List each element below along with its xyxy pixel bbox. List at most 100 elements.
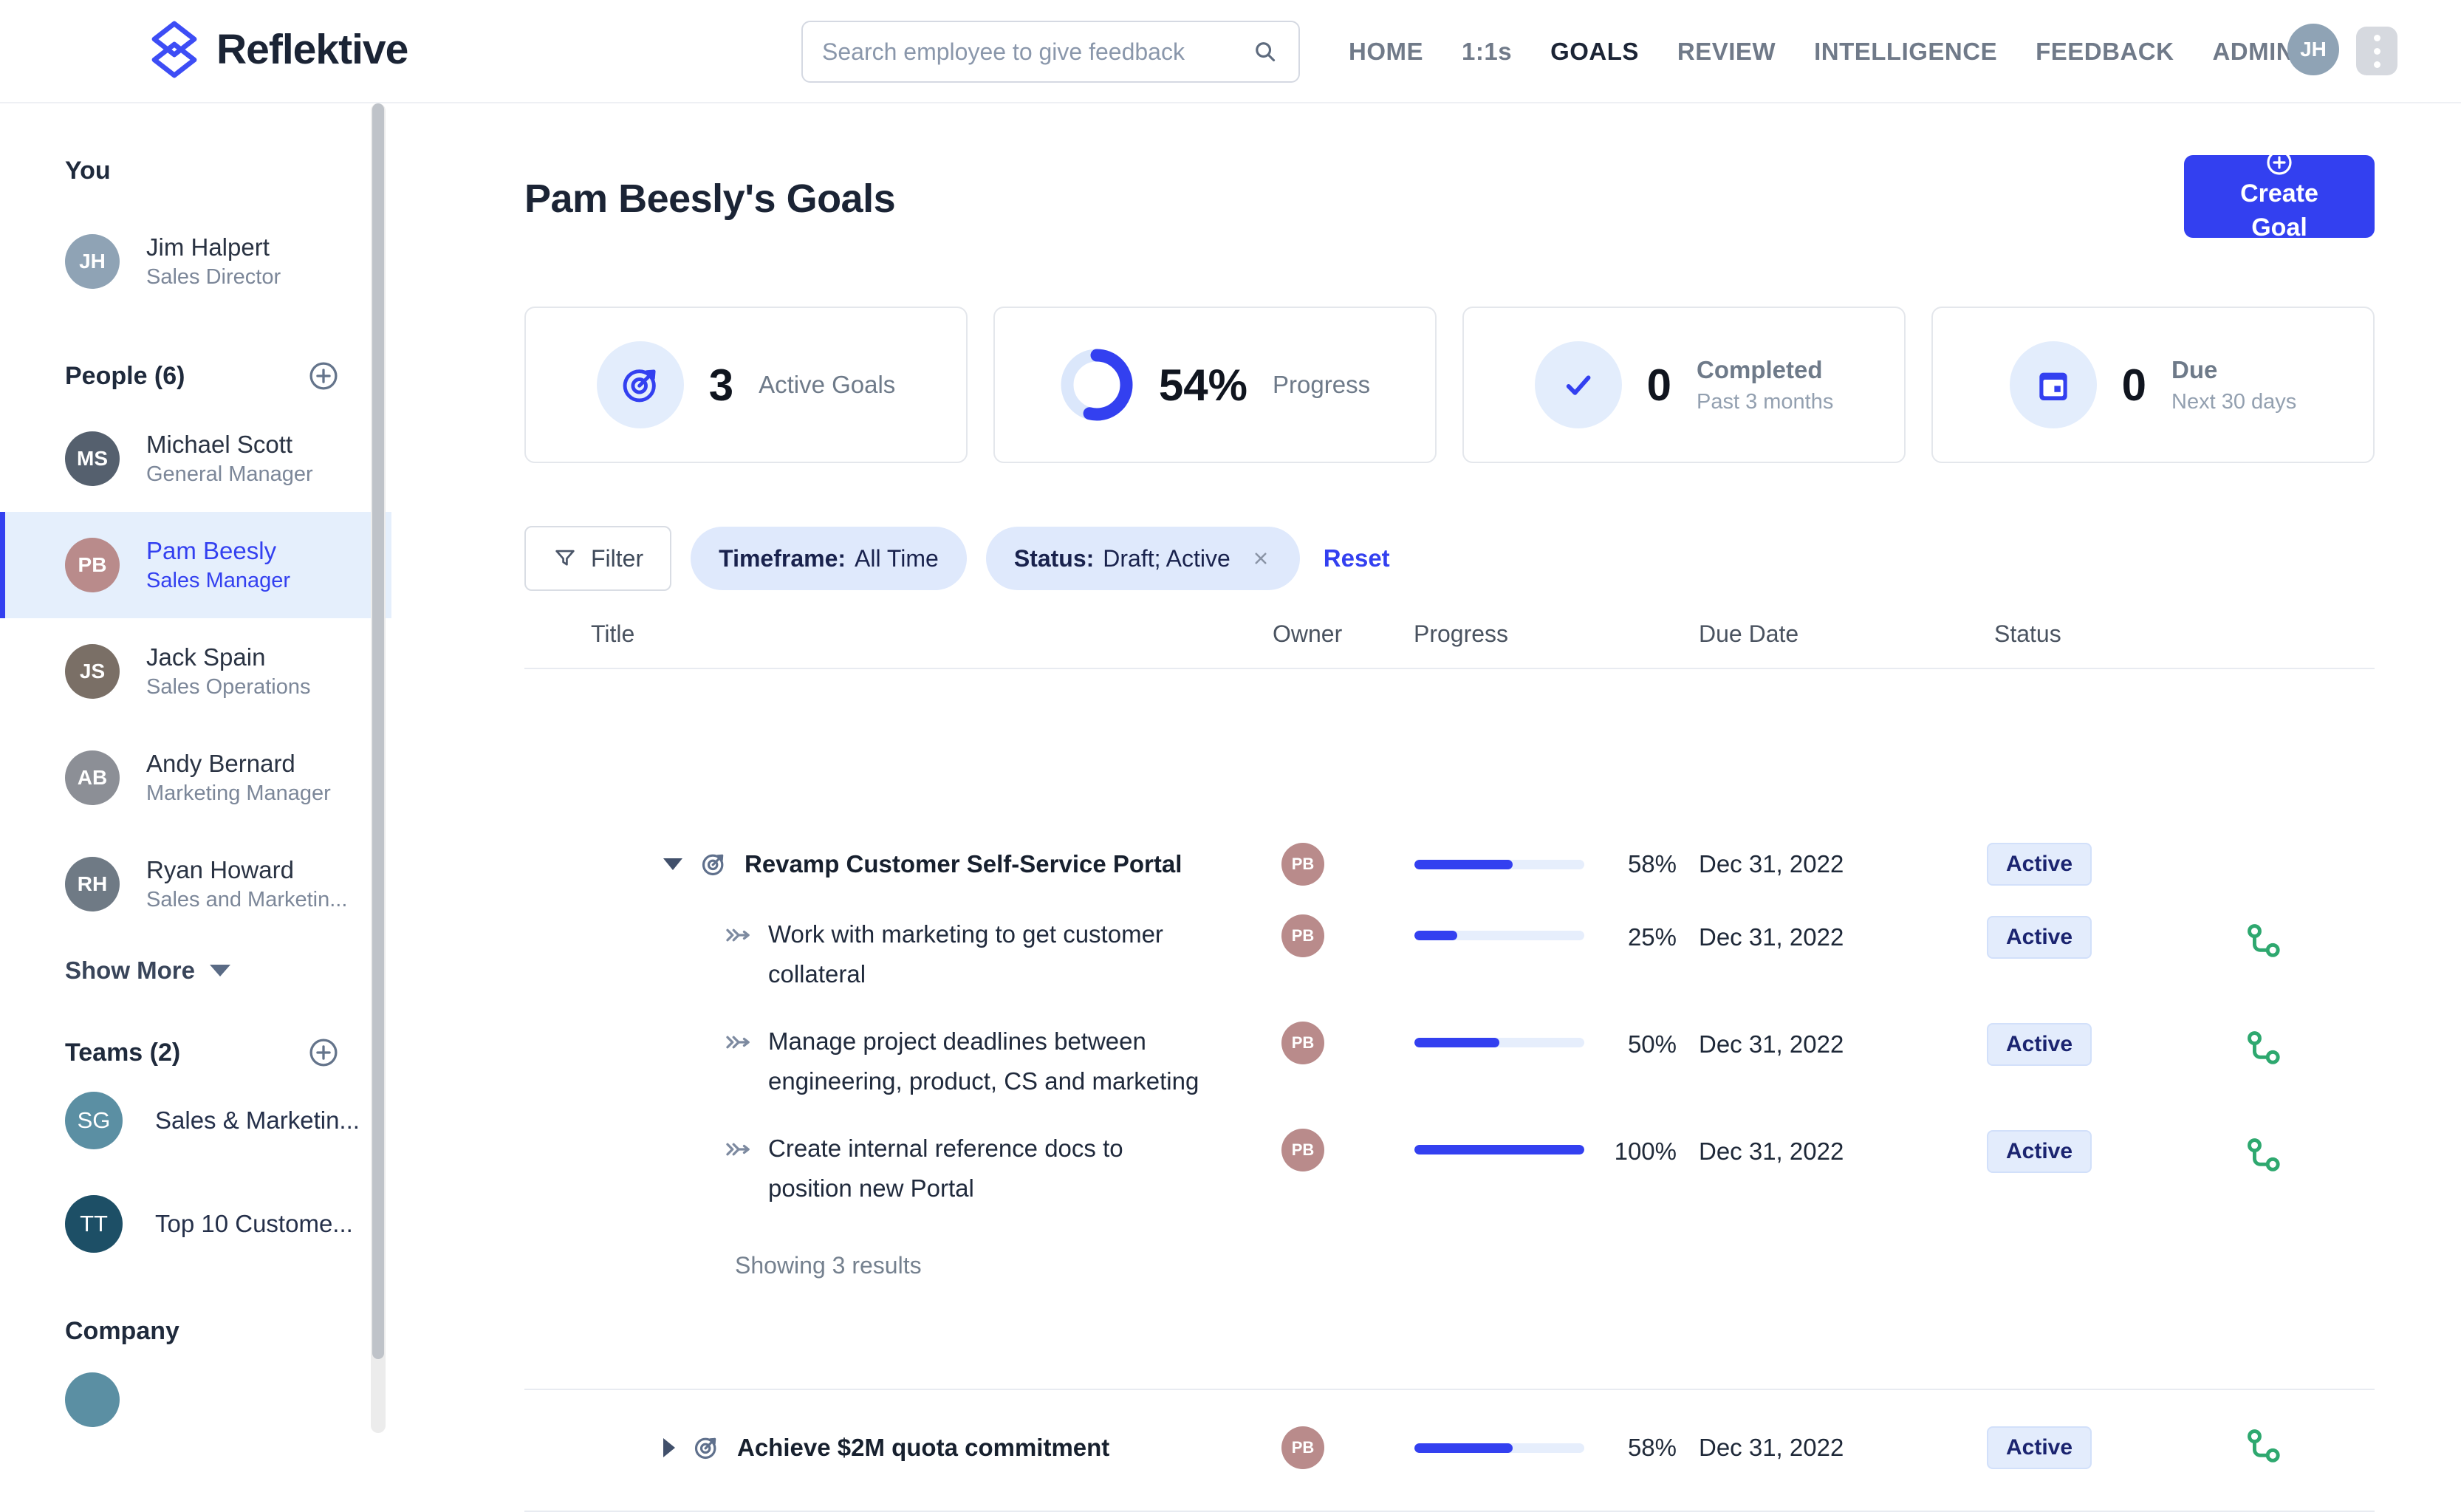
scrollbar-thumb[interactable] [372,103,384,1359]
subgoal-title[interactable]: Work with marketing to get customer coll… [768,920,1163,988]
top-bar: Reflektive HOME 1:1s GOALS REVIEW INTELL… [0,0,2461,103]
subgoal-title[interactable]: Create internal reference docs to positi… [768,1135,1123,1202]
stat-label: Active Goals [759,371,896,398]
plus-icon [2267,150,2292,175]
subgoal-row[interactable]: Manage project deadlines between enginee… [524,1022,2375,1101]
nav-goals[interactable]: GOALS [1550,38,1639,65]
people-list: MS Michael Scott General Manager PB Pam … [0,406,391,937]
person-name: Pam Beesly [146,536,277,564]
page-title: Pam Beesly's Goals [524,177,896,221]
user-avatar[interactable]: JH [2287,24,2339,75]
status-label: Status: [1013,544,1095,572]
chevron-down-icon [210,965,231,976]
sidebar-scrollbar[interactable] [371,103,386,1433]
avatar: JS [65,644,120,699]
stat-card-due: 0 Due Next 30 days [1931,307,2375,463]
progress-value: 58% [1627,850,1677,878]
progress-bar [1414,931,1584,940]
results-count: Showing 3 results [735,1252,922,1279]
person-role: Sales Manager [146,568,291,592]
team-name: Top 10 Custome... [155,1210,353,1237]
alignment-link-icon[interactable] [2244,1136,2285,1177]
stat-value: 0 [2121,360,2147,410]
status-badge: Active [1987,1130,2092,1173]
avatar: AB [65,750,120,805]
remove-status-filter-button[interactable] [1250,547,1272,569]
owner-avatar[interactable]: PB [1281,1129,1324,1171]
column-owner: Owner [1273,620,1343,647]
stat-card-active-goals: 3 Active Goals [524,307,968,463]
show-more-button[interactable]: Show More [0,957,391,985]
nav-feedback[interactable]: FEEDBACK [2036,38,2174,65]
teams-heading: Teams (2) [0,1036,391,1069]
search-box[interactable] [801,21,1300,83]
nav-home[interactable]: HOME [1349,38,1423,65]
subgoal-row[interactable]: Work with marketing to get customer coll… [524,914,2375,994]
create-goal-button[interactable]: Create Goal [2184,150,2375,242]
avatar: MS [65,431,120,486]
filter-button[interactable]: Filter [524,526,672,591]
reset-filters-link[interactable]: Reset [1323,544,1390,572]
goal-row[interactable]: Revamp Customer Self-Service Portal PB 5… [524,824,2375,905]
due-date: Dec 31, 2022 [1699,1138,1844,1165]
search-input[interactable] [822,38,1251,66]
sidebar-team-top10-customers[interactable]: TT Top 10 Custome... [0,1172,391,1276]
nav-review[interactable]: REVIEW [1677,38,1776,65]
stats-row: 3 Active Goals 54% Progress 0 Completed … [524,307,2375,463]
owner-avatar[interactable]: PB [1281,843,1324,886]
status-filter-pill[interactable]: Status: Draft; Active [985,527,1300,590]
subgoal-title[interactable]: Manage project deadlines between enginee… [768,1027,1199,1095]
add-person-button[interactable] [307,360,340,392]
progress-donut [1061,349,1133,421]
owner-avatar[interactable]: PB [1281,914,1324,957]
sidebar-item-pam-beesly[interactable]: PB Pam Beesly Sales Manager [0,512,391,618]
team-avatar: TT [65,1195,123,1253]
team-name: Sales & Marketin... [155,1106,360,1134]
column-due-date: Due Date [1699,620,1799,647]
sidebar-team-sales-marketing[interactable]: SG Sales & Marketin... [0,1069,391,1172]
goal-title[interactable]: Revamp Customer Self-Service Portal [745,850,1182,878]
sidebar-item-michael-scott[interactable]: MS Michael Scott General Manager [0,406,391,512]
people-heading: People (6) [0,360,391,392]
person-name: Andy Bernard [146,749,295,777]
check-icon [1566,375,1591,395]
timeframe-value: All Time [855,544,939,572]
sidebar-item-andy-bernard[interactable]: AB Andy Bernard Marketing Manager [0,725,391,831]
goal-target-icon [694,1437,716,1460]
add-team-button[interactable] [307,1036,340,1069]
funnel-icon [555,550,575,566]
collapse-caret-icon[interactable] [663,858,682,870]
subgoal-row[interactable]: Create internal reference docs to positi… [524,1129,2375,1208]
aligned-arrow-icon [726,1143,750,1156]
stat-value: 3 [708,360,734,410]
avatar: PB [65,538,120,592]
progress-value: 50% [1627,1030,1677,1058]
sidebar-item-ryan-howard[interactable]: RH Ryan Howard Sales and Marketin... [0,831,391,937]
person-name: Jack Spain [146,643,266,671]
sidebar-item-jim-halpert[interactable]: JH Jim Halpert Sales Director [0,206,391,317]
nav-intelligence[interactable]: INTELLIGENCE [1814,38,1998,65]
status-value: Draft; Active [1103,544,1230,572]
team-avatar: SG [65,1092,123,1149]
aligned-arrow-icon [726,928,750,942]
progress-bar [1414,1038,1584,1047]
main-content: Pam Beesly's Goals Create Goal 3 [391,103,2461,1512]
overflow-menu-button[interactable] [2356,27,2397,75]
sidebar-item-jack-spain[interactable]: JS Jack Spain Sales Operations [0,618,391,725]
alignment-link-icon[interactable] [2244,1029,2285,1070]
owner-avatar[interactable]: PB [1281,1022,1324,1064]
alignment-link-icon[interactable] [2244,1427,2285,1468]
search-icon[interactable] [1251,38,1279,66]
brand[interactable]: Reflektive [150,21,408,78]
goal-row[interactable]: Achieve $2M quota commitment PB 58% Dec … [524,1407,2375,1488]
you-heading: You [65,157,111,185]
person-name: Ryan Howard [146,855,294,883]
target-icon [623,369,656,403]
expand-caret-icon[interactable] [663,1438,675,1457]
timeframe-filter-pill[interactable]: Timeframe: All Time [691,527,967,590]
nav-1-1s[interactable]: 1:1s [1462,38,1513,65]
aligned-arrow-icon [726,1036,750,1049]
nav-admin[interactable]: ADMIN [2212,38,2295,65]
goal-title[interactable]: Achieve $2M quota commitment [737,1434,1110,1461]
alignment-link-icon[interactable] [2244,922,2285,963]
